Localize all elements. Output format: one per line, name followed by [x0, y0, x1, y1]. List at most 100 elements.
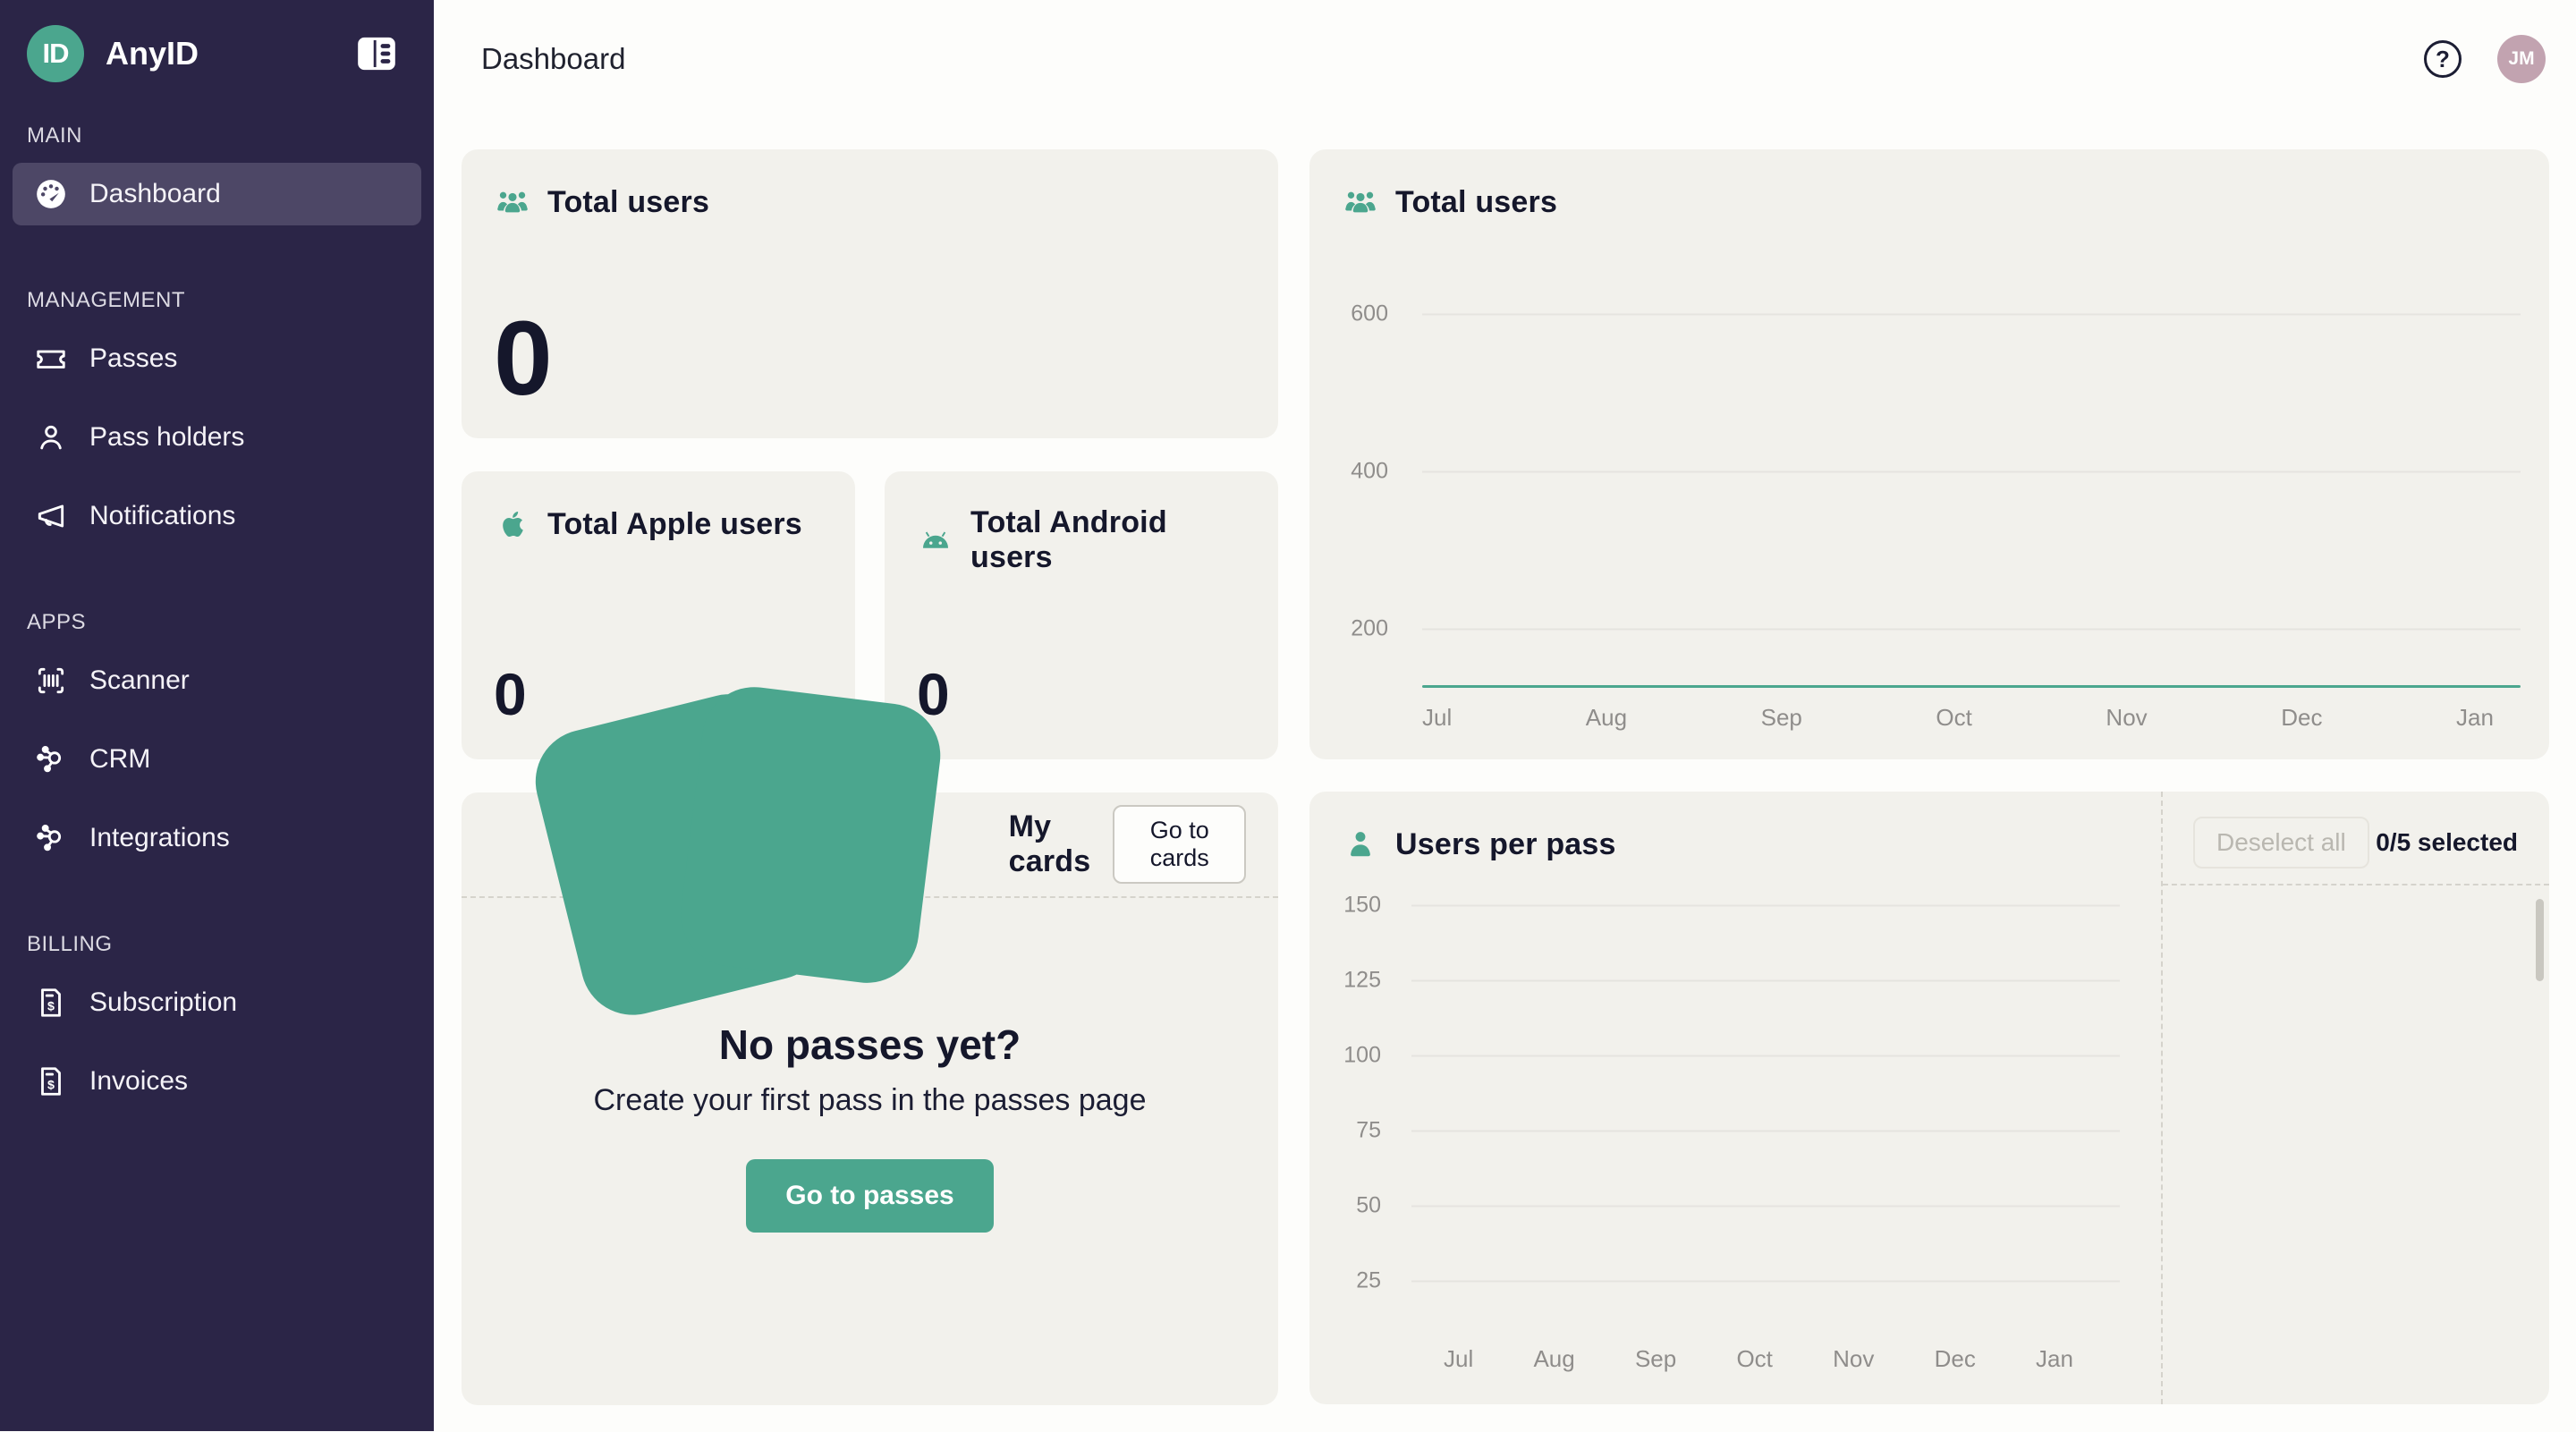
user-icon	[1351, 832, 1370, 857]
page-title: Dashboard	[481, 42, 626, 75]
sidebar-item-subscription[interactable]: $ Subscription	[13, 971, 421, 1034]
y-tick: 50	[1309, 1193, 2120, 1219]
x-axis-labels: Jul Aug Sep Oct Nov Dec Jan	[1411, 1345, 2120, 1373]
card-header: My cards Go to cards	[462, 687, 1278, 1015]
total-users-line-chart: 600 400 200 Jul Aug Sep Oct Nov Dec Jan	[1309, 301, 2521, 743]
sidebar-item-label: Invoices	[89, 1066, 189, 1096]
card-title: Total users	[547, 184, 710, 219]
sidebar-item-label: Passes	[89, 343, 178, 373]
sidebar-item-label: Notifications	[89, 501, 236, 530]
x-tick-label: Nov	[1833, 1345, 1875, 1372]
sidebar-item-crm[interactable]: CRM	[13, 728, 421, 791]
gridline	[1422, 628, 2521, 630]
barcode-scan-icon	[38, 667, 64, 694]
dashboard-content: Total users 0 Total Apple users 0	[434, 118, 2576, 1432]
gridline	[1411, 1280, 2120, 1282]
card-header: Total Apple users	[462, 471, 855, 543]
x-tick-label: Nov	[2106, 704, 2148, 731]
empty-state-subtitle: Create your first pass in the passes pag…	[593, 1083, 1147, 1117]
sidebar-item-notifications[interactable]: Notifications	[13, 485, 421, 547]
y-tick-label: 50	[1356, 1192, 1381, 1218]
left-column: Total users 0 Total Apple users 0	[462, 149, 1278, 1405]
x-tick-label: Dec	[1934, 1345, 1976, 1372]
x-tick-label: Dec	[2281, 704, 2323, 731]
y-tick-label: 200	[1351, 615, 1388, 641]
topbar: Dashboard ? JM	[434, 0, 2576, 118]
y-tick: 75	[1309, 1118, 2120, 1144]
gridline	[1422, 470, 2521, 472]
logo-row: ID AnyID	[0, 0, 434, 82]
gridline	[1411, 1205, 2120, 1207]
users-per-pass-card: Users per pass 150 125 100 75 50 25 Jul Aug Sep O…	[1309, 792, 2549, 1404]
sidebar-item-dashboard[interactable]: Dashboard	[13, 163, 421, 225]
go-to-passes-button[interactable]: Go to passes	[746, 1159, 994, 1233]
go-to-cards-button[interactable]: Go to cards	[1113, 805, 1247, 884]
y-tick-label: 600	[1351, 301, 1388, 326]
x-tick-label: Aug	[1585, 704, 1628, 731]
sidebar-section-apps: APPS	[27, 610, 87, 634]
card-title: Total Android users	[970, 505, 1167, 574]
ticket-icon	[37, 350, 65, 369]
sidebar-section-billing: BILLING	[27, 932, 113, 956]
line-series	[1422, 685, 2521, 688]
android-icon	[923, 531, 948, 548]
sidebar: ID AnyID MAIN Dashboard MANAGEMENT	[0, 0, 434, 1431]
x-tick-label: Oct	[1736, 1345, 1773, 1372]
sidebar-item-label: Scanner	[89, 665, 190, 695]
panel-divider	[2161, 792, 2163, 1404]
empty-state-title: No passes yet?	[718, 1021, 1021, 1068]
card-header: Total users	[1309, 149, 2549, 221]
sidebar-item-invoices[interactable]: $ Invoices	[13, 1050, 421, 1113]
y-tick: 200	[1309, 616, 2521, 642]
sidebar-section-management: MANAGEMENT	[27, 288, 186, 312]
sidebar-item-label: Dashboard	[89, 179, 221, 208]
x-tick-label: Jul	[1422, 704, 1453, 731]
card-header: Total users	[462, 149, 1278, 221]
y-tick-label: 25	[1356, 1267, 1381, 1293]
panel-collapse-icon[interactable]	[357, 37, 396, 71]
person-icon	[40, 425, 62, 450]
sidebar-item-passes[interactable]: Passes	[13, 327, 421, 390]
sidebar-item-scanner[interactable]: Scanner	[13, 649, 421, 712]
y-tick-label: 150	[1343, 892, 1381, 918]
sidebar-item-integrations[interactable]: Integrations	[13, 807, 421, 869]
gridline	[1411, 1130, 2120, 1131]
total-android-users-card: Total Android users 0	[885, 471, 1278, 759]
total-users-chart-card: Total users 600 400 200 Jul Aug Sep Oct Nov Dec J…	[1309, 149, 2549, 759]
x-tick-label: Jan	[2456, 704, 2494, 731]
gridline	[1411, 1055, 2120, 1056]
cards-icon	[535, 687, 941, 1015]
invoice-icon: $	[41, 988, 61, 1017]
total-apple-users-value: 0	[494, 661, 527, 727]
sidebar-item-pass-holders[interactable]: Pass holders	[13, 406, 421, 469]
y-tick-label: 75	[1356, 1117, 1381, 1143]
deselect-all-button[interactable]: Deselect all	[2193, 817, 2369, 869]
users-group-icon	[497, 191, 528, 213]
avatar[interactable]: JM	[2497, 35, 2546, 83]
x-tick-label: Jul	[1444, 1345, 1474, 1372]
selected-count: 0/5 selected	[2376, 828, 2518, 856]
main-area: Dashboard ? JM	[434, 0, 2576, 1431]
app-logo: ID	[27, 25, 84, 82]
y-tick-label: 400	[1351, 458, 1388, 484]
y-tick: 100	[1309, 1043, 2120, 1069]
hub-icon	[37, 824, 62, 852]
x-axis-labels: Jul Aug Sep Oct Nov Dec Jan	[1422, 704, 2521, 732]
y-tick-label: 125	[1343, 967, 1381, 993]
apple-icon	[503, 512, 523, 538]
sidebar-item-label: Pass holders	[89, 422, 245, 452]
sidebar-item-label: CRM	[89, 744, 151, 774]
card-title: My cards	[1008, 809, 1091, 878]
toolbar-divider	[2163, 884, 2549, 885]
help-circle-icon[interactable]: ?	[2424, 40, 2462, 78]
card-title: Total Apple users	[547, 506, 802, 541]
invoice-icon: $	[41, 1067, 61, 1096]
y-tick: 600	[1309, 301, 2521, 327]
x-tick-label: Jan	[2036, 1345, 2073, 1372]
pass-selection-panel: Deselect all 0/5 selected	[2163, 792, 2549, 1404]
y-tick: 400	[1309, 459, 2521, 485]
scrollbar-thumb[interactable]	[2536, 899, 2544, 981]
card-header: Users per pass	[1309, 792, 2549, 863]
sidebar-item-label: Integrations	[89, 823, 230, 852]
app-name: AnyID	[106, 35, 199, 72]
